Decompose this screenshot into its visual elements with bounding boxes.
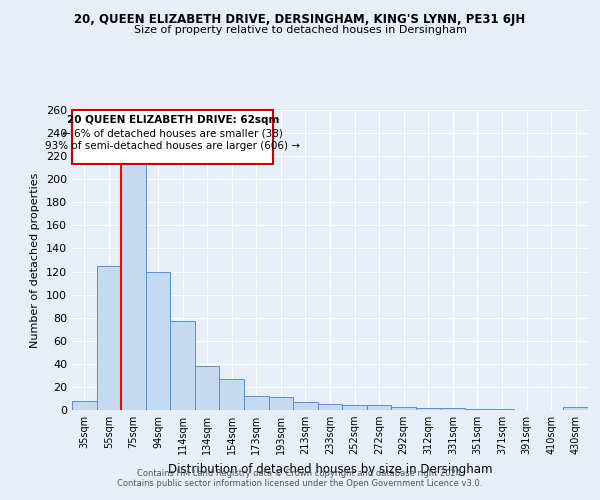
Y-axis label: Number of detached properties: Number of detached properties <box>31 172 40 348</box>
Bar <box>220 379 244 410</box>
Bar <box>170 321 195 410</box>
Bar <box>465 409 490 410</box>
Bar <box>416 408 440 410</box>
Bar <box>342 406 367 410</box>
Bar <box>318 404 342 410</box>
Text: 20, QUEEN ELIZABETH DRIVE, DERSINGHAM, KING'S LYNN, PE31 6JH: 20, QUEEN ELIZABETH DRIVE, DERSINGHAM, K… <box>74 12 526 26</box>
Bar <box>440 408 465 410</box>
Bar <box>490 409 514 410</box>
Bar <box>121 156 146 410</box>
Bar <box>367 406 391 410</box>
Bar <box>244 396 269 410</box>
Bar <box>563 406 588 410</box>
Text: Contains HM Land Registry data © Crown copyright and database right 2024.: Contains HM Land Registry data © Crown c… <box>137 468 463 477</box>
Text: ← 6% of detached houses are smaller (38): ← 6% of detached houses are smaller (38) <box>62 128 283 138</box>
Bar <box>293 402 318 410</box>
FancyBboxPatch shape <box>72 110 274 164</box>
Bar <box>72 401 97 410</box>
Text: 93% of semi-detached houses are larger (606) →: 93% of semi-detached houses are larger (… <box>45 141 300 151</box>
Text: Size of property relative to detached houses in Dersingham: Size of property relative to detached ho… <box>134 25 466 35</box>
Text: Contains public sector information licensed under the Open Government Licence v3: Contains public sector information licen… <box>118 478 482 488</box>
Bar <box>97 266 121 410</box>
Bar <box>391 406 416 410</box>
Text: 20 QUEEN ELIZABETH DRIVE: 62sqm: 20 QUEEN ELIZABETH DRIVE: 62sqm <box>67 116 279 126</box>
Bar <box>146 272 170 410</box>
Bar <box>195 366 220 410</box>
X-axis label: Distribution of detached houses by size in Dersingham: Distribution of detached houses by size … <box>168 462 492 475</box>
Bar <box>269 398 293 410</box>
